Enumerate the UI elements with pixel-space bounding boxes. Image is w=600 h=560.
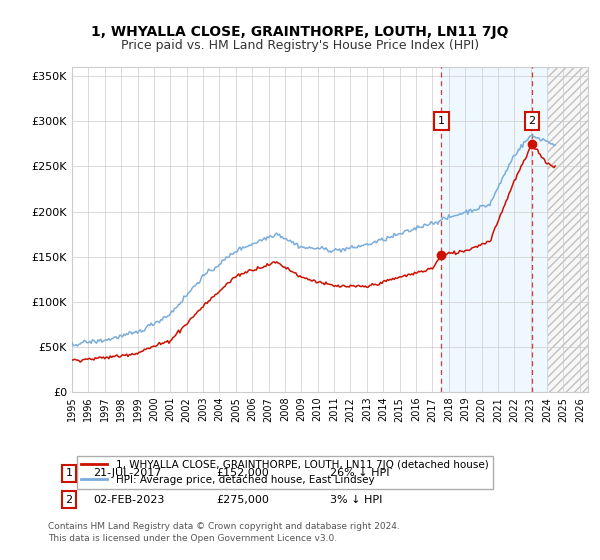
Text: 1, WHYALLA CLOSE, GRAINTHORPE, LOUTH, LN11 7JQ: 1, WHYALLA CLOSE, GRAINTHORPE, LOUTH, LN… [91,25,509,39]
Text: Contains HM Land Registry data © Crown copyright and database right 2024.: Contains HM Land Registry data © Crown c… [48,522,400,531]
Text: £152,000: £152,000 [216,468,269,478]
Text: 3% ↓ HPI: 3% ↓ HPI [330,494,382,505]
Text: This data is licensed under the Open Government Licence v3.0.: This data is licensed under the Open Gov… [48,534,337,543]
Text: 2: 2 [65,494,73,505]
Text: 26% ↓ HPI: 26% ↓ HPI [330,468,389,478]
Text: 1: 1 [438,116,445,127]
Bar [548,67,588,392]
Bar [548,67,588,392]
Text: 02-FEB-2023: 02-FEB-2023 [93,494,164,505]
Text: 1: 1 [65,468,73,478]
Text: Price paid vs. HM Land Registry's House Price Index (HPI): Price paid vs. HM Land Registry's House … [121,39,479,52]
Bar [442,67,548,392]
Legend: 1, WHYALLA CLOSE, GRAINTHORPE, LOUTH, LN11 7JQ (detached house), HPI: Average pr: 1, WHYALLA CLOSE, GRAINTHORPE, LOUTH, LN… [77,456,493,489]
Text: £275,000: £275,000 [216,494,269,505]
Text: 2: 2 [529,116,536,127]
Text: 21-JUL-2017: 21-JUL-2017 [93,468,161,478]
